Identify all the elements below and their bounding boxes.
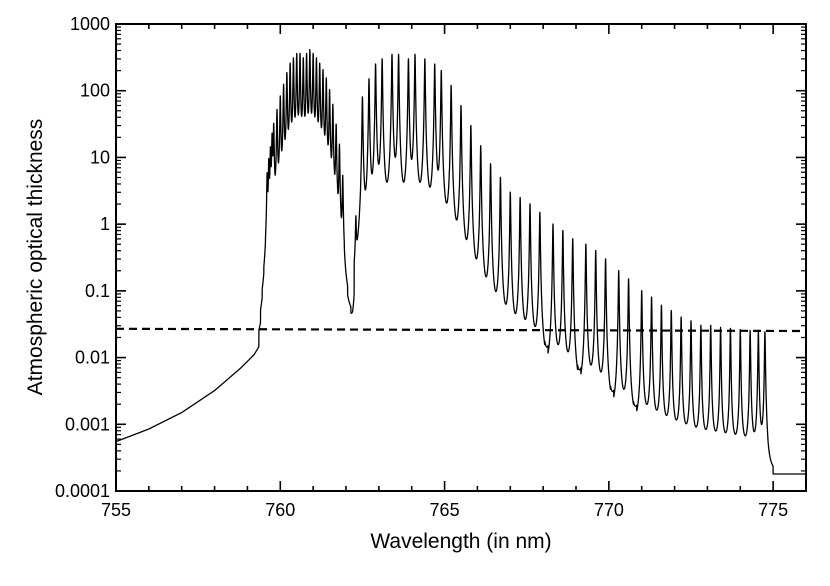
x-tick-label: 760: [265, 500, 295, 520]
y-tick-label: 1000: [70, 14, 110, 34]
y-tick-label: 0.0001: [55, 481, 110, 501]
x-tick-label: 755: [101, 500, 131, 520]
y-tick-label: 0.001: [65, 414, 110, 434]
y-tick-label: 1: [100, 214, 110, 234]
y-tick-label: 100: [80, 81, 110, 101]
y-tick-label: 0.1: [85, 281, 110, 301]
y-tick-label: 10: [90, 147, 110, 167]
x-tick-label: 765: [430, 500, 460, 520]
series-line-reference-level: [116, 327, 806, 333]
x-axis-title: Wavelength (in nm): [370, 530, 551, 553]
y-tick-label: 0.01: [75, 348, 110, 368]
series-line-spectrum: [116, 49, 806, 475]
y-axis-title: Atmospheric optical thickness: [24, 119, 47, 396]
x-tick-label: 775: [758, 500, 788, 520]
series-layer: [116, 49, 806, 475]
x-tick-label: 770: [594, 500, 624, 520]
plot-frame: [115, 23, 807, 492]
ticks-layer: 755 760 765 770 775 0.0001 0.001 0.01 0.1 1 10 100 1…: [55, 14, 807, 520]
